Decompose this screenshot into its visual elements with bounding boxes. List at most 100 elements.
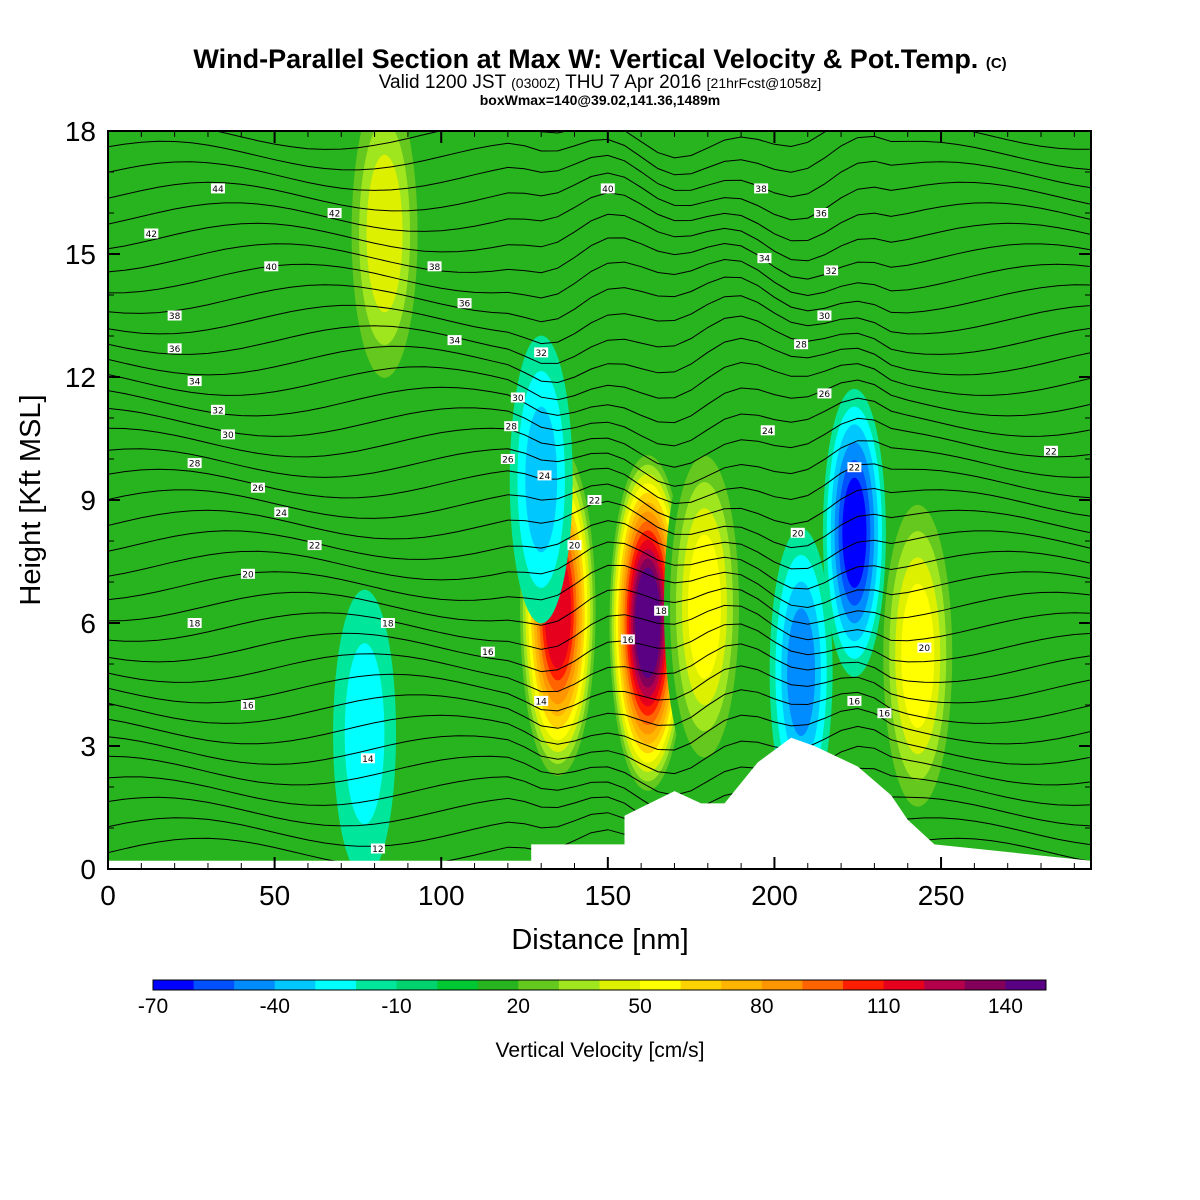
x-tick-label: 200 xyxy=(751,880,798,911)
contour-label-bg xyxy=(250,482,265,493)
theta-contour xyxy=(108,564,1091,609)
contour-label-text: 16 xyxy=(482,648,494,658)
colorbar-swatch xyxy=(802,980,844,990)
contour-label-text: 18 xyxy=(382,620,394,630)
theta-contour xyxy=(108,172,1091,221)
contour-label: 42 xyxy=(144,228,159,240)
colorbar-label: 80 xyxy=(750,995,773,1018)
contour-label: 40 xyxy=(264,261,279,273)
contour-label-bg xyxy=(210,404,225,415)
y-tick-label: 18 xyxy=(65,116,96,147)
colorbar-swatch xyxy=(396,980,438,990)
theta-contour xyxy=(108,397,1091,447)
contour-label-bg xyxy=(757,253,772,264)
contour-label-bg xyxy=(210,183,225,194)
contour-label-text: 14 xyxy=(535,697,547,707)
x-tick-label: 150 xyxy=(584,880,631,911)
contour-label-bg xyxy=(380,618,395,628)
contour-label: 26 xyxy=(817,388,832,400)
contour-label-text: 36 xyxy=(169,345,181,355)
x-axis-label: Distance [nm] xyxy=(511,924,688,956)
contour-label-text: 34 xyxy=(189,378,201,388)
contour-label-text: 36 xyxy=(459,300,471,310)
colorbar-swatch xyxy=(518,980,560,990)
colorbar-swatch xyxy=(274,980,316,990)
colorbar-swatch xyxy=(355,980,398,990)
colorbar-swatch xyxy=(153,980,195,990)
contour-label-text: 18 xyxy=(655,607,667,617)
theta-contour xyxy=(108,463,1091,505)
contour-label: 14 xyxy=(360,753,375,765)
colorbar-swatch xyxy=(721,980,763,990)
contour-label: 34 xyxy=(447,335,462,347)
contour-label: 22 xyxy=(1044,445,1059,457)
contour-label-bg xyxy=(817,388,832,399)
contour-label-text: 14 xyxy=(362,755,374,765)
contour-label-text: 28 xyxy=(505,423,517,433)
theta-contour xyxy=(108,337,1091,384)
contour-label: 20 xyxy=(240,568,255,580)
theta-contour xyxy=(108,707,1091,751)
contour-label-bg xyxy=(264,261,279,272)
y-tick-label: 6 xyxy=(80,608,96,639)
contour-label-text: 20 xyxy=(242,570,254,580)
contour-label-bg xyxy=(370,843,385,854)
theta-contour xyxy=(108,237,1091,280)
contour-label: 38 xyxy=(167,310,182,322)
contour-label-text: 16 xyxy=(879,710,891,720)
contour-label-bg xyxy=(307,540,322,551)
contour-label-text: 26 xyxy=(502,456,514,466)
contour-label-text: 30 xyxy=(512,394,524,404)
colorbar-label: 140 xyxy=(988,995,1023,1018)
contour-label: 20 xyxy=(567,540,582,552)
contour-label-bg xyxy=(327,208,342,218)
contour-label: 30 xyxy=(510,392,525,404)
colorbar-swatch xyxy=(437,980,479,990)
contour-label-bg xyxy=(1044,445,1059,456)
theta-contour xyxy=(108,745,1091,796)
theta-contour xyxy=(108,665,1091,712)
colorbar-swatch xyxy=(1005,980,1047,990)
theta-contour xyxy=(108,767,1091,816)
contour-label: 24 xyxy=(760,425,775,437)
contour-label: 24 xyxy=(274,507,289,519)
contour-label-text: 16 xyxy=(622,636,634,646)
contour-label-bg xyxy=(457,298,472,309)
contour-label-bg xyxy=(500,454,515,464)
theta-contour xyxy=(108,623,1091,673)
x-tick-label: 0 xyxy=(100,880,116,911)
contour-label: 36 xyxy=(814,208,829,220)
contour-label: 20 xyxy=(917,642,932,654)
contour-label: 32 xyxy=(824,265,839,277)
contour-label-text: 34 xyxy=(759,255,771,265)
velocity-cell-4-level xyxy=(366,154,403,313)
contour-label-bg xyxy=(480,646,495,657)
velocity-cell-8-level xyxy=(344,643,385,825)
theta-contour xyxy=(108,135,1091,176)
contour-label-text: 18 xyxy=(189,620,201,630)
contour-label-text: 22 xyxy=(589,497,600,507)
contour-label-bg xyxy=(274,507,289,518)
contour-label-bg xyxy=(534,347,549,358)
theta-contour xyxy=(108,541,1091,590)
contour-label: 40 xyxy=(600,183,615,195)
contour-label: 42 xyxy=(327,208,342,220)
theta-contour xyxy=(108,379,1091,424)
contour-label-text: 30 xyxy=(819,312,831,322)
contour-label: 20 xyxy=(790,527,805,539)
contour-label-bg xyxy=(824,265,839,276)
contour-label-text: 38 xyxy=(429,263,441,273)
theta-contour xyxy=(108,604,1091,650)
contour-label-bg xyxy=(760,425,775,436)
contour-label-text: 20 xyxy=(792,529,804,539)
contour-label: 28 xyxy=(794,339,809,351)
vertical-velocity-field xyxy=(108,131,1091,869)
valid-time-line: Valid 1200 JST (0300Z) THU 7 Apr 2016 [2… xyxy=(378,72,822,93)
contour-label-bg xyxy=(537,470,552,481)
contour-label-bg xyxy=(917,642,932,653)
contour-label-bg xyxy=(817,310,832,321)
theta-contour xyxy=(214,131,1091,159)
contour-label: 38 xyxy=(754,183,769,195)
colorbar-swatch xyxy=(599,980,641,990)
velocity-cell-2-level xyxy=(687,534,721,679)
